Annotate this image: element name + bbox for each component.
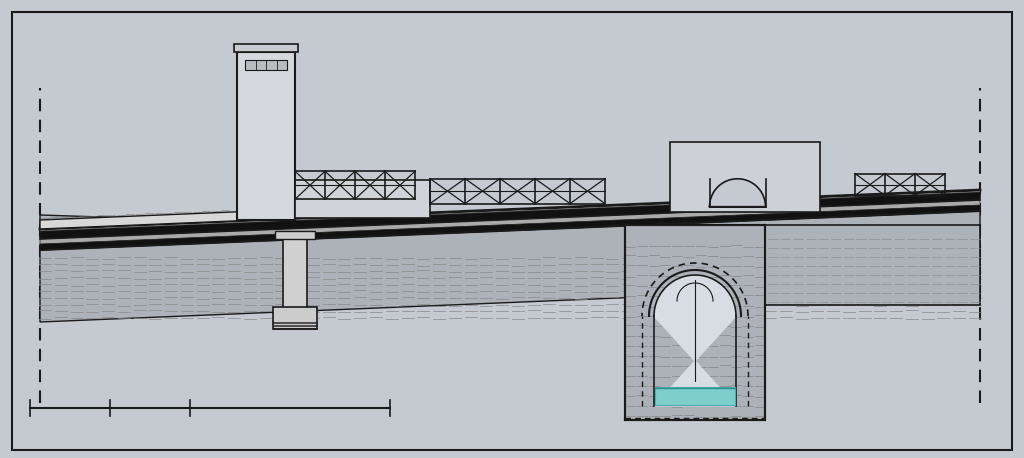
Bar <box>234 44 298 52</box>
Polygon shape <box>654 275 736 406</box>
Polygon shape <box>710 179 766 207</box>
Bar <box>670 142 820 212</box>
Polygon shape <box>40 190 980 231</box>
Bar <box>755 225 980 305</box>
Polygon shape <box>40 211 980 322</box>
Bar <box>655 387 735 405</box>
Polygon shape <box>40 215 230 229</box>
Bar <box>625 225 765 420</box>
Polygon shape <box>40 205 980 250</box>
Bar <box>295 180 430 218</box>
Bar <box>245 60 287 70</box>
Bar <box>237 52 295 220</box>
Polygon shape <box>40 200 980 244</box>
Bar <box>273 307 317 329</box>
Polygon shape <box>40 209 310 229</box>
Bar <box>275 231 315 240</box>
Polygon shape <box>40 192 980 239</box>
Bar <box>283 240 307 310</box>
